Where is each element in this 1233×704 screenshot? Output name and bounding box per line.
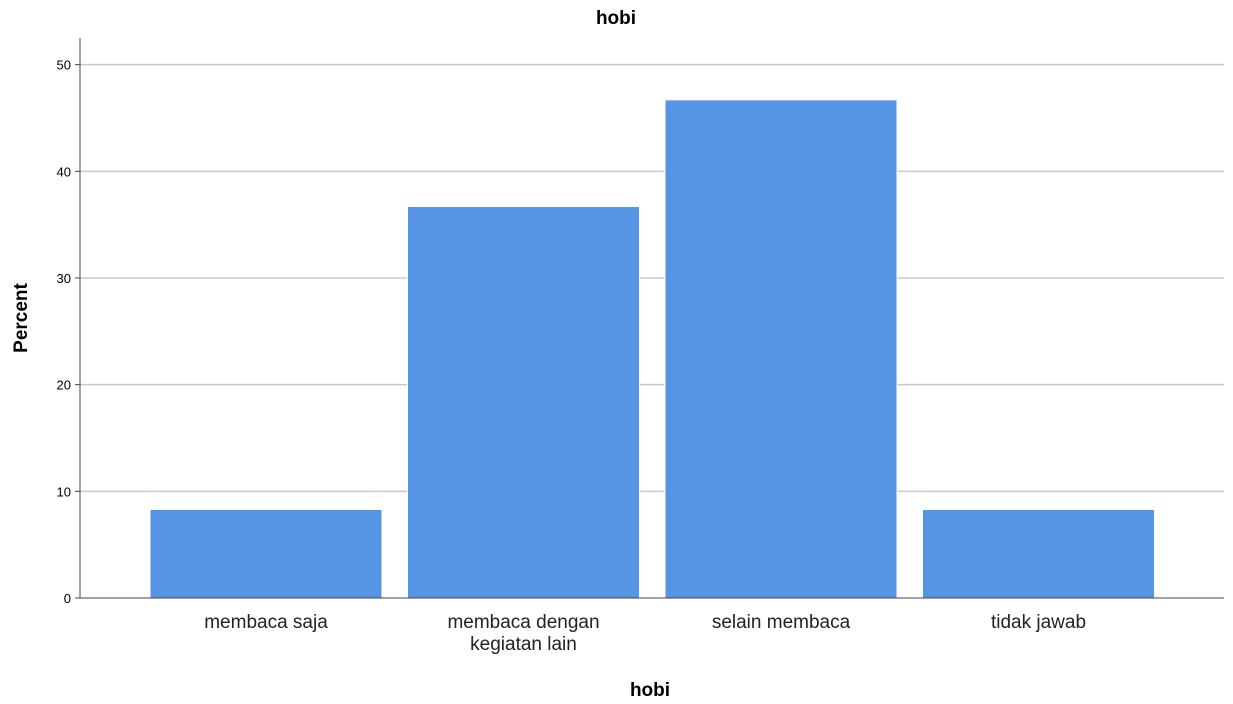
y-tick-label: 10	[57, 484, 71, 499]
x-tick-label: selain membaca	[712, 612, 851, 633]
bars	[149, 99, 1155, 599]
x-tick-labels: membaca saja membaca dengan kegiatan lain s…	[204, 612, 1086, 655]
y-tick-label: 20	[57, 378, 71, 393]
x-tick-label: tidak jawab	[991, 612, 1086, 633]
chart-title: hobi	[596, 8, 636, 29]
y-tick-labels: 0 10 20 30 40 50	[57, 58, 80, 606]
y-tick-label: 40	[57, 164, 71, 179]
y-axis-title: Percent	[11, 282, 32, 352]
y-tick-label: 30	[57, 271, 71, 286]
bar	[149, 508, 383, 599]
x-tick-label: membaca dengan kegiatan lain	[447, 612, 599, 655]
x-axis-title: hobi	[630, 680, 670, 701]
y-tick-label: 50	[57, 58, 71, 73]
bar	[922, 508, 1155, 599]
axes	[79, 38, 1224, 599]
bar	[664, 99, 898, 599]
gridlines	[80, 63, 1224, 493]
y-tick-label: 0	[64, 591, 71, 606]
bar	[407, 206, 640, 599]
x-tick-label: membaca saja	[204, 612, 328, 633]
